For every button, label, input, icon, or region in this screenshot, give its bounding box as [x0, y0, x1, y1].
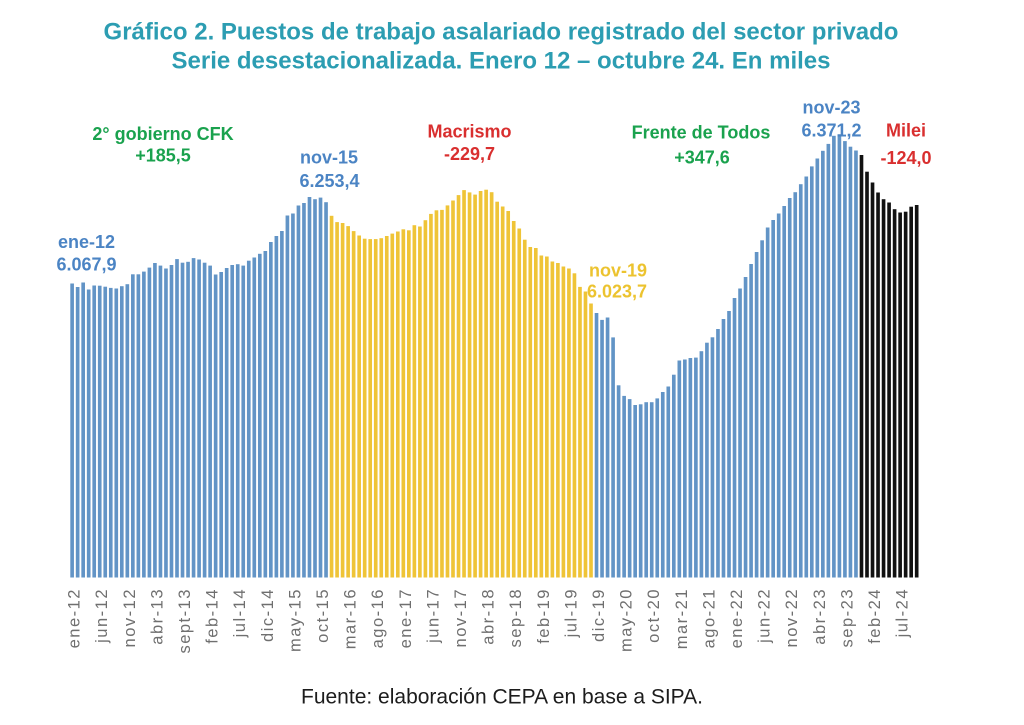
- svg-text:sep-18: sep-18: [507, 588, 525, 647]
- svg-text:nov-17: nov-17: [452, 588, 470, 647]
- svg-text:Gráfico 2. Puestos de trabajo: Gráfico 2. Puestos de trabajo asalariado…: [104, 19, 899, 46]
- svg-text:dic-14: dic-14: [259, 588, 277, 642]
- svg-text:jul-24: jul-24: [894, 588, 912, 638]
- svg-text:ago-16: ago-16: [369, 588, 387, 648]
- svg-text:mar-21: mar-21: [673, 588, 691, 649]
- svg-text:jun-17: jun-17: [424, 588, 442, 644]
- svg-text:nov-12: nov-12: [121, 588, 139, 647]
- svg-text:mar-16: mar-16: [342, 588, 360, 649]
- svg-text:ene-17: ene-17: [397, 588, 415, 648]
- svg-text:+185,5: +185,5: [135, 146, 191, 166]
- svg-text:ago-21: ago-21: [700, 588, 718, 648]
- svg-text:feb-19: feb-19: [535, 588, 553, 644]
- svg-text:-124,0: -124,0: [880, 148, 931, 168]
- svg-text:oct-20: oct-20: [645, 588, 663, 643]
- svg-text:jul-19: jul-19: [562, 588, 580, 638]
- svg-text:sept-13: sept-13: [176, 588, 194, 654]
- svg-text:jul-14: jul-14: [231, 588, 249, 638]
- svg-text:ene-12: ene-12: [66, 588, 84, 648]
- svg-text:nov-22: nov-22: [783, 588, 801, 647]
- svg-text:Serie desestacionalizada. Ener: Serie desestacionalizada. Enero 12 – oct…: [172, 48, 831, 75]
- svg-text:abr-23: abr-23: [811, 588, 829, 645]
- svg-text:feb-14: feb-14: [204, 588, 222, 644]
- svg-text:jun-22: jun-22: [756, 588, 774, 644]
- svg-text:dic-19: dic-19: [590, 588, 608, 642]
- svg-text:nov-15: nov-15: [300, 148, 358, 168]
- svg-text:6.067,9: 6.067,9: [56, 255, 116, 275]
- svg-text:6.253,4: 6.253,4: [299, 171, 359, 191]
- svg-text:2° gobierno CFK: 2° gobierno CFK: [92, 124, 233, 144]
- svg-text:feb-24: feb-24: [866, 588, 884, 644]
- svg-text:ene-22: ene-22: [728, 588, 746, 648]
- svg-text:abr-13: abr-13: [148, 588, 166, 645]
- svg-text:nov-19: nov-19: [589, 261, 647, 281]
- svg-text:may-20: may-20: [618, 588, 636, 652]
- svg-text:Milei: Milei: [886, 121, 926, 141]
- svg-text:Frente de Todos: Frente de Todos: [632, 123, 771, 143]
- svg-text:Fuente: elaboración CEPA en ba: Fuente: elaboración CEPA en base a SIPA.: [301, 686, 703, 709]
- svg-text:abr-18: abr-18: [480, 588, 498, 645]
- svg-text:oct-15: oct-15: [314, 588, 332, 643]
- svg-text:+347,6: +347,6: [674, 148, 730, 168]
- svg-text:6.371,2: 6.371,2: [801, 121, 861, 141]
- svg-text:Macrismo: Macrismo: [427, 122, 511, 142]
- svg-text:jun-12: jun-12: [93, 588, 111, 644]
- svg-text:may-15: may-15: [286, 588, 304, 652]
- svg-text:-229,7: -229,7: [444, 144, 495, 164]
- svg-text:6.023,7: 6.023,7: [587, 282, 647, 302]
- svg-text:nov-23: nov-23: [802, 98, 860, 118]
- svg-text:ene-12: ene-12: [58, 232, 115, 252]
- svg-text:sep-23: sep-23: [838, 588, 856, 647]
